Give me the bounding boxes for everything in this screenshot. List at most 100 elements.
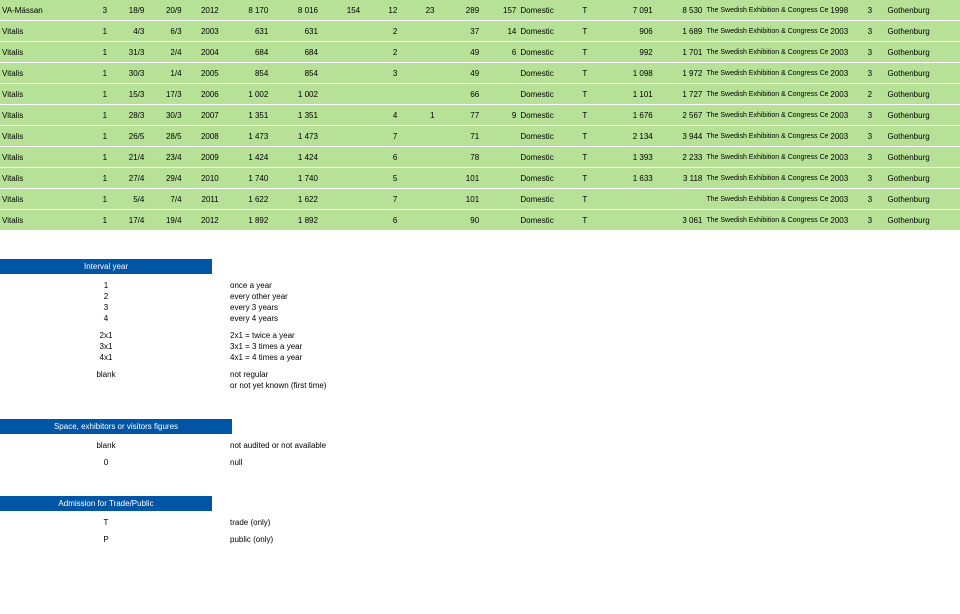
cell-name: Vitalis (0, 168, 74, 189)
cell-venue: The Swedish Exhibition & Congress Centre (704, 63, 828, 84)
cell-name: Vitalis (0, 126, 74, 147)
table-row: Vitalis121/423/420091 4241 424678Domesti… (0, 147, 960, 168)
cell-city: Gothenburg (885, 21, 960, 42)
legend-value: public (only) (212, 534, 291, 545)
cell-n2: 1 740 (270, 168, 320, 189)
cell-d1: 21/4 (109, 147, 146, 168)
cell-yy: 2003 (828, 168, 865, 189)
table-row: Vitalis117/419/420121 8921 892690Domesti… (0, 210, 960, 231)
cell-n3 (320, 126, 362, 147)
cell-cc: 3 (866, 168, 886, 189)
cell-n2: 684 (270, 42, 320, 63)
legend-value: 4x1 = 4 times a year (212, 352, 320, 363)
cell-n4: 6 (362, 210, 399, 231)
cell-n6: 49 (437, 42, 482, 63)
cell-v2: 1 727 (655, 84, 705, 105)
cell-dom: Domestic (518, 105, 580, 126)
cell-n1: 1 473 (221, 126, 271, 147)
cell-yr: 2011 (184, 189, 221, 210)
legend-space-header: Space, exhibitors or visitors figures (0, 419, 232, 434)
legend-value: 3x1 = 3 times a year (212, 341, 320, 352)
cell-n2: 1 473 (270, 126, 320, 147)
legend-key: blank (0, 440, 212, 451)
cell-venue: The Swedish Exhibition & Congress Centre (704, 168, 828, 189)
cell-c1: 3 (74, 0, 109, 21)
cell-city: Gothenburg (885, 0, 960, 21)
cell-venue: The Swedish Exhibition & Congress Centre (704, 105, 828, 126)
table-row: Vitalis126/528/520081 4731 473771Domesti… (0, 126, 960, 147)
legend-key: P (0, 534, 212, 545)
cell-yr: 2008 (184, 126, 221, 147)
legend-key: 0 (0, 457, 212, 468)
cell-n5 (399, 63, 436, 84)
cell-n7 (481, 210, 518, 231)
cell-t: T (580, 168, 605, 189)
legend-key: 1 (0, 280, 212, 291)
legend-value: or not yet known (first time) (212, 380, 344, 391)
cell-city: Gothenburg (885, 147, 960, 168)
cell-v2: 2 233 (655, 147, 705, 168)
cell-n7 (481, 63, 518, 84)
cell-n4: 3 (362, 63, 399, 84)
legend-space: Space, exhibitors or visitors figures bl… (0, 419, 960, 468)
cell-city: Gothenburg (885, 42, 960, 63)
cell-d2: 30/3 (146, 105, 183, 126)
cell-t: T (580, 189, 605, 210)
legend-interval: Interval year 1once a year2every other y… (0, 259, 960, 391)
cell-v2: 3 118 (655, 168, 705, 189)
cell-v1 (605, 210, 655, 231)
cell-yy: 2003 (828, 189, 865, 210)
legend-admission: Admission for Trade/Public Ttrade (only)… (0, 496, 960, 545)
cell-v1: 1 393 (605, 147, 655, 168)
cell-d2: 19/4 (146, 210, 183, 231)
legend-row: 2x12x1 = twice a year (0, 330, 960, 341)
cell-name: VA-Mässan (0, 0, 74, 21)
cell-n4: 6 (362, 147, 399, 168)
cell-n5: 23 (399, 0, 436, 21)
cell-n4: 2 (362, 21, 399, 42)
cell-n6: 101 (437, 168, 482, 189)
cell-d1: 27/4 (109, 168, 146, 189)
cell-t: T (580, 105, 605, 126)
cell-n6: 289 (437, 0, 482, 21)
legend-value: once a year (212, 280, 290, 291)
cell-d1: 17/4 (109, 210, 146, 231)
legend-key: 4x1 (0, 352, 212, 363)
cell-name: Vitalis (0, 147, 74, 168)
cell-v2: 3 944 (655, 126, 705, 147)
cell-venue: The Swedish Exhibition & Congress Centre (704, 21, 828, 42)
cell-n5 (399, 84, 436, 105)
cell-v1: 992 (605, 42, 655, 63)
cell-v1 (605, 189, 655, 210)
legend-key: 2 (0, 291, 212, 302)
cell-n4: 7 (362, 189, 399, 210)
legend-key: T (0, 517, 212, 528)
cell-n6: 101 (437, 189, 482, 210)
legend-key: blank (0, 369, 212, 380)
cell-venue: The Swedish Exhibition & Congress Centre (704, 126, 828, 147)
cell-v1: 2 134 (605, 126, 655, 147)
cell-c1: 1 (74, 105, 109, 126)
cell-yy: 2003 (828, 105, 865, 126)
cell-c1: 1 (74, 189, 109, 210)
cell-yy: 1998 (828, 0, 865, 21)
cell-n2: 631 (270, 21, 320, 42)
cell-t: T (580, 210, 605, 231)
cell-n4: 12 (362, 0, 399, 21)
cell-c1: 1 (74, 63, 109, 84)
cell-c1: 1 (74, 210, 109, 231)
legend-value: every 4 years (212, 313, 296, 324)
cell-n3 (320, 63, 362, 84)
cell-yy: 2003 (828, 210, 865, 231)
cell-cc: 3 (866, 21, 886, 42)
cell-n1: 1 002 (221, 84, 271, 105)
cell-d1: 28/3 (109, 105, 146, 126)
cell-city: Gothenburg (885, 168, 960, 189)
cell-cc: 3 (866, 210, 886, 231)
cell-d1: 30/3 (109, 63, 146, 84)
legend-key: 3x1 (0, 341, 212, 352)
cell-n2: 1 622 (270, 189, 320, 210)
legend-value: trade (only) (212, 517, 288, 528)
table-row: Vitalis131/32/420046846842496DomesticT99… (0, 42, 960, 63)
cell-cc: 3 (866, 189, 886, 210)
